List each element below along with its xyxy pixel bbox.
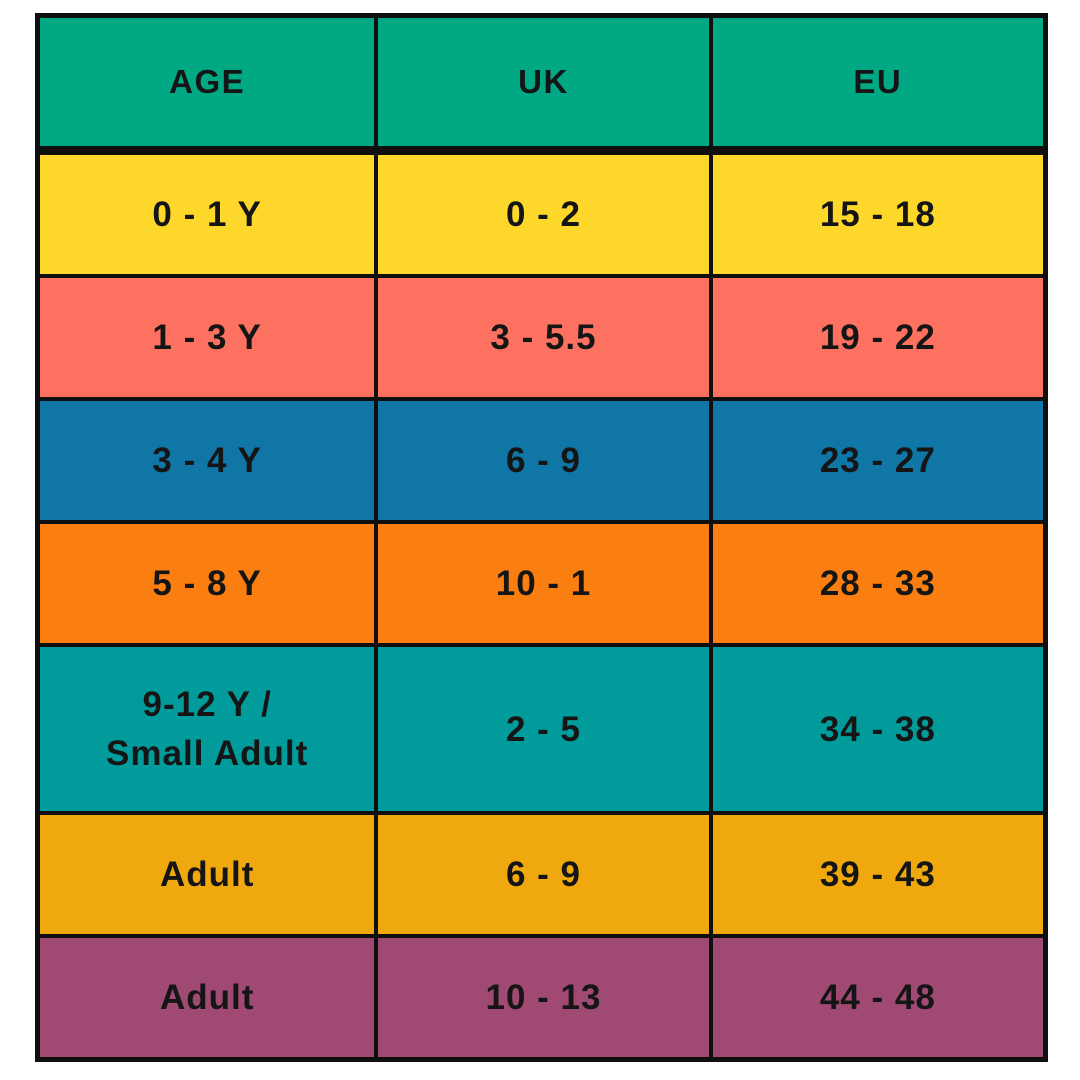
cell-eu: 34 - 38 bbox=[708, 647, 1043, 811]
cell-uk: 6 - 9 bbox=[374, 401, 708, 520]
table-header-row: AGE UK EU bbox=[40, 18, 1043, 155]
cell-eu: 23 - 27 bbox=[708, 401, 1043, 520]
header-uk: UK bbox=[374, 18, 708, 146]
cell-uk: 0 - 2 bbox=[374, 155, 708, 274]
table-row: Adult 10 - 13 44 - 48 bbox=[40, 934, 1043, 1057]
cell-eu: 19 - 22 bbox=[708, 278, 1043, 397]
cell-uk: 3 - 5.5 bbox=[374, 278, 708, 397]
cell-eu: 39 - 43 bbox=[708, 815, 1043, 934]
cell-age: Adult bbox=[159, 978, 255, 1017]
cell-uk: 10 - 13 bbox=[374, 938, 708, 1057]
cell-age: 3 - 4 Y bbox=[152, 441, 262, 480]
cell-eu: 28 - 33 bbox=[708, 524, 1043, 643]
cell-age: 9-12 Y / Small Adult bbox=[106, 685, 309, 773]
header-eu: EU bbox=[708, 18, 1043, 146]
table-row: 0 - 1 Y 0 - 2 15 - 18 bbox=[40, 155, 1043, 274]
cell-age: Adult bbox=[159, 855, 255, 894]
table-row: 5 - 8 Y 10 - 1 28 - 33 bbox=[40, 520, 1043, 643]
table-row: 1 - 3 Y 3 - 5.5 19 - 22 bbox=[40, 274, 1043, 397]
cell-uk: 2 - 5 bbox=[374, 647, 708, 811]
header-age: AGE bbox=[169, 62, 246, 100]
cell-eu: 15 - 18 bbox=[708, 155, 1043, 274]
table-row: Adult 6 - 9 39 - 43 bbox=[40, 811, 1043, 934]
cell-eu: 44 - 48 bbox=[708, 938, 1043, 1057]
size-conversion-table: AGE UK EU 0 - 1 Y 0 - 2 15 - 18 1 - 3 Y … bbox=[35, 13, 1048, 1062]
cell-age: 0 - 1 Y bbox=[152, 195, 262, 234]
cell-uk: 10 - 1 bbox=[374, 524, 708, 643]
cell-age: 1 - 3 Y bbox=[152, 318, 262, 357]
cell-age: 5 - 8 Y bbox=[152, 564, 262, 603]
table-row: 3 - 4 Y 6 - 9 23 - 27 bbox=[40, 397, 1043, 520]
cell-uk: 6 - 9 bbox=[374, 815, 708, 934]
table-row: 9-12 Y / Small Adult 2 - 5 34 - 38 bbox=[40, 643, 1043, 811]
